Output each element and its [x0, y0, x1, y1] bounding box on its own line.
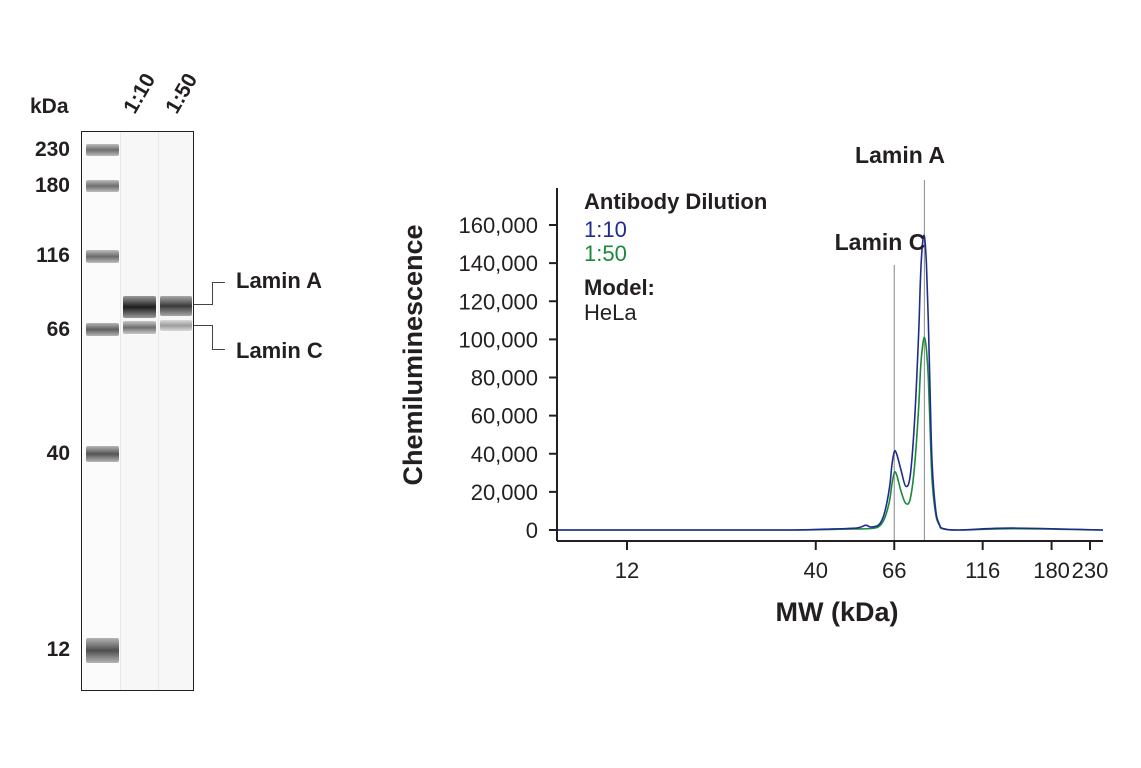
- series-lines: [557, 234, 1104, 531]
- axes: [549, 188, 1103, 550]
- lamin-a-bracket: [212, 282, 225, 305]
- blot-image: [81, 131, 194, 691]
- band-lamin-a-1-10: [123, 296, 156, 318]
- ladder-band-116: [86, 250, 119, 263]
- x-tick-label: 66: [882, 558, 906, 583]
- y-axis-label: Chemiluminescence: [398, 224, 428, 485]
- lamin-c-bracket-stub: [194, 325, 212, 326]
- ladder-band-180: [86, 180, 119, 192]
- y-tick-label: 140,000: [458, 251, 538, 276]
- y-tick-label: 60,000: [471, 404, 538, 429]
- lamin-a-bracket-stub: [194, 304, 212, 305]
- marker-label-116: 116: [36, 244, 70, 267]
- marker-label-66: 66: [46, 318, 70, 341]
- series-line-1-50: [557, 336, 1104, 531]
- legend-model-value: HeLa: [584, 300, 637, 325]
- series-line-1-10: [557, 234, 1104, 531]
- y-tick-label: 120,000: [458, 289, 538, 314]
- y-tick-label: 0: [526, 518, 538, 543]
- y-tick-label: 80,000: [471, 366, 538, 391]
- x-axis-label: MW (kDa): [776, 597, 899, 627]
- band-label-lamin-a: Lamin A: [236, 268, 322, 293]
- sample-lane-1-50: [159, 132, 193, 690]
- x-tick-label: 12: [615, 558, 639, 583]
- lane-divider: [158, 132, 159, 690]
- ladder-band-230: [86, 144, 119, 156]
- ladder-band-12: [86, 638, 119, 663]
- kda-unit-label: kDa: [30, 95, 69, 118]
- lane-divider: [120, 132, 121, 690]
- x-tick-label: 116: [965, 558, 1000, 583]
- band-lamin-c-1-10: [123, 321, 156, 334]
- annotation-lamin-a: Lamin A: [855, 142, 945, 168]
- y-tick-label: 100,000: [458, 327, 538, 352]
- legend-title: Antibody Dilution: [584, 189, 767, 214]
- band-lamin-c-1-50: [160, 320, 192, 331]
- x-tick-label: 230: [1072, 558, 1109, 583]
- x-tick-labels: 12 40 66 116 180 230: [615, 558, 1109, 583]
- legend-series-1-50: 1:50: [584, 241, 627, 266]
- marker-label-40: 40: [46, 442, 70, 465]
- lamin-c-bracket: [212, 325, 225, 350]
- marker-label-180: 180: [34, 174, 70, 197]
- y-tick-labels: 0 20,000 40,000 60,000 80,000 100,000 120,000 1…: [458, 213, 538, 543]
- sample-lane-1-10: [121, 132, 158, 690]
- y-tick-label: 40,000: [471, 442, 538, 467]
- ladder-lane: [82, 132, 120, 690]
- marker-label-12: 12: [46, 638, 70, 661]
- y-tick-label: 160,000: [458, 213, 538, 238]
- band-label-lamin-c: Lamin C: [236, 338, 323, 363]
- legend-model-title: Model:: [584, 275, 655, 300]
- ladder-band-66: [86, 323, 119, 336]
- x-tick-label: 180: [1033, 558, 1070, 583]
- y-tick-label: 20,000: [471, 480, 538, 505]
- ladder-band-40: [86, 446, 119, 462]
- legend-series-1-10: 1:10: [584, 217, 627, 242]
- annotation-lamin-c: Lamin C: [835, 229, 926, 255]
- marker-label-230: 230: [34, 138, 70, 161]
- band-lamin-a-1-50: [160, 296, 192, 316]
- x-tick-label: 40: [804, 558, 828, 583]
